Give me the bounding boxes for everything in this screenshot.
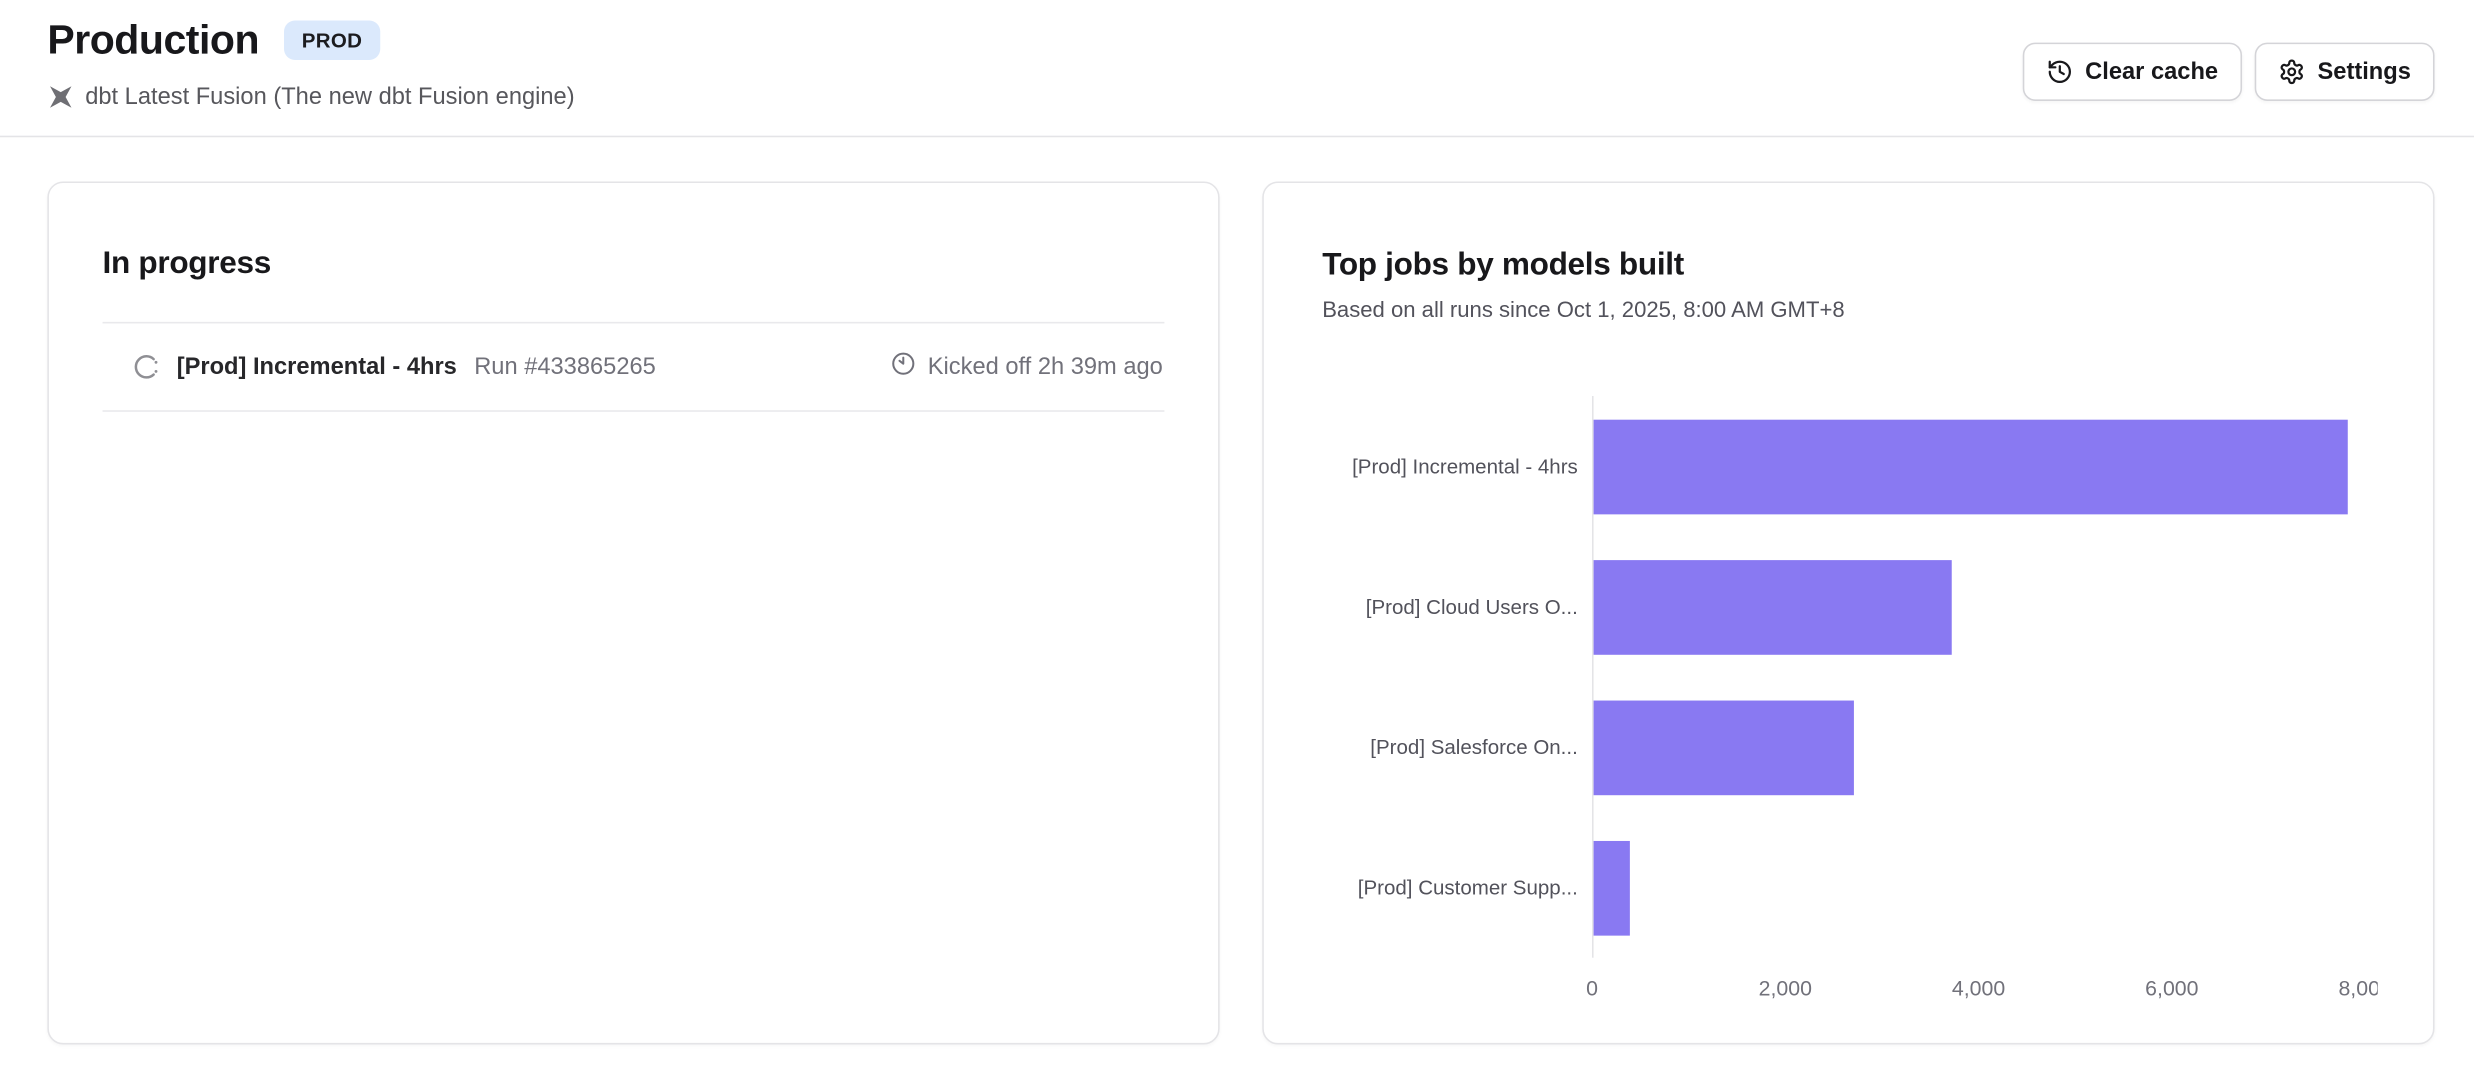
run-list: [Prod] Incremental - 4hrs Run #433865265… (102, 321, 1165, 412)
chart-bar-track (1592, 418, 2365, 514)
spinner-icon (133, 353, 160, 380)
x-axis-tick-label: 4,000 (1951, 976, 2006, 1001)
x-axis: 0 2,000 4,000 6,000 8,000 (1586, 976, 2378, 1005)
chart-bar-track (1592, 840, 2365, 935)
run-job-name[interactable]: [Prod] Incremental - 4hrs (176, 353, 457, 381)
chart-bar (1593, 559, 1952, 654)
run-kicked-off: Kicked off 2h 39m ago (890, 350, 1165, 383)
kicked-off-label: Kicked off 2h 39m ago (927, 353, 1163, 381)
page-header: Production PROD dbt Latest Fusion (The n… (0, 0, 2474, 138)
settings-label: Settings (2317, 58, 2411, 86)
in-progress-title: In progress (102, 246, 272, 281)
engine-label: dbt Latest Fusion (The new dbt Fusion en… (85, 83, 575, 111)
chart-category-label: [Prod] Incremental - 4hrs (1352, 454, 1578, 479)
chart-bar (1593, 418, 2348, 514)
clock-icon (890, 350, 917, 383)
main-content: In progress [Prod] Incremental - 4hrs Ru… (47, 181, 2435, 1045)
chart-bar-track (1592, 699, 2365, 795)
environment-badge: PROD (284, 20, 380, 60)
top-jobs-card: Top jobs by models built Based on all ru… (1262, 181, 2435, 1045)
bar-chart: [Prod] Incremental - 4hrs [Prod] Cloud Us… (1322, 396, 2378, 1027)
chart-row: [Prod] Incremental - 4hrs (1322, 396, 2378, 536)
page-title: Production (47, 15, 260, 64)
in-progress-card: In progress [Prod] Incremental - 4hrs Ru… (47, 181, 1220, 1045)
clear-cache-label: Clear cache (2085, 58, 2219, 86)
chart-bar (1593, 699, 1855, 795)
title-row: Production PROD (47, 16, 2434, 65)
gear-icon (2278, 58, 2305, 85)
chart-category-label: [Prod] Customer Supp... (1357, 875, 1578, 900)
x-axis-tick-label: 0 (1586, 976, 1598, 1001)
clear-cache-button[interactable]: Clear cache (2022, 42, 2242, 101)
x-axis-tick-label: 2,000 (1758, 976, 1812, 1001)
chart-subtitle: Based on all runs since Oct 1, 2025, 8:0… (1322, 296, 1845, 322)
chart-category-label: [Prod] Salesforce On... (1370, 735, 1578, 759)
chart-row: [Prod] Cloud Users O... (1322, 536, 2378, 676)
chart-category-label: [Prod] Cloud Users O... (1365, 594, 1578, 619)
chart-bar (1593, 840, 1631, 935)
settings-button[interactable]: Settings (2254, 42, 2435, 101)
run-number-link[interactable]: Run #433865265 (474, 353, 656, 381)
x-axis-tick-label: 6,000 (2145, 976, 2199, 1001)
engine-subtitle: dbt Latest Fusion (The new dbt Fusion en… (47, 83, 2434, 111)
history-icon (2046, 58, 2073, 85)
chart-title: Top jobs by models built (1322, 247, 1684, 283)
y-axis-line (1592, 396, 1594, 958)
chart-bar-track (1592, 559, 2365, 654)
x-axis-tick-label: 8,000 (2338, 976, 2377, 1001)
header-actions: Clear cache Settings (2022, 42, 2435, 101)
run-row[interactable]: [Prod] Incremental - 4hrs Run #433865265… (102, 321, 1165, 412)
chart-row: [Prod] Salesforce On... (1322, 677, 2378, 817)
chart-rows: [Prod] Incremental - 4hrs [Prod] Cloud Us… (1322, 396, 2378, 958)
dbt-fusion-icon (47, 84, 74, 111)
chart-row: [Prod] Customer Supp... (1322, 817, 2378, 957)
